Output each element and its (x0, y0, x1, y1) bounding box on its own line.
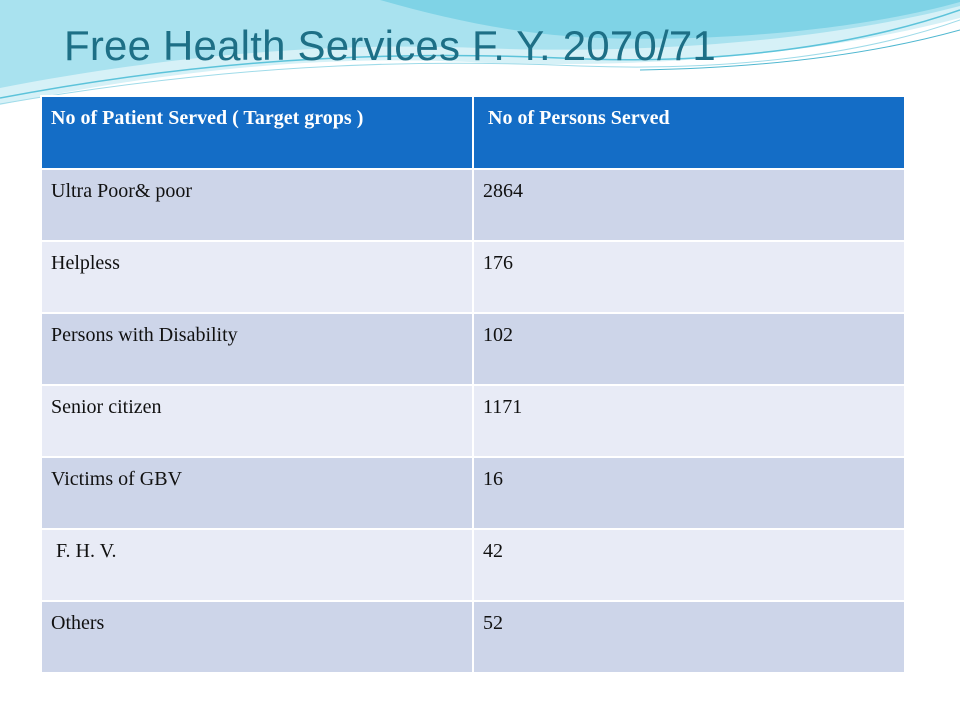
group-cell: Victims of GBV (40, 456, 474, 530)
count-cell: 176 (472, 240, 906, 314)
group-cell: Others (40, 600, 474, 674)
count-cell: 102 (472, 312, 906, 386)
count-cell: 2864 (472, 168, 906, 242)
table-row: Helpless 176 (40, 240, 906, 314)
column-header-persons-served: No of Persons Served (472, 95, 906, 170)
group-cell: Ultra Poor& poor (40, 168, 474, 242)
group-cell: Senior citizen (40, 384, 474, 458)
table-row: Senior citizen 1171 (40, 384, 906, 458)
table-row: Ultra Poor& poor 2864 (40, 168, 906, 242)
table-row: Persons with Disability 102 (40, 312, 906, 386)
count-cell: 1171 (472, 384, 906, 458)
group-cell: Helpless (40, 240, 474, 314)
group-cell: Persons with Disability (40, 312, 474, 386)
table-row: Victims of GBV 16 (40, 456, 906, 530)
table-header-row: No of Patient Served ( Target grops ) No… (40, 95, 906, 170)
services-table: No of Patient Served ( Target grops ) No… (40, 95, 906, 674)
count-cell: 52 (472, 600, 906, 674)
decorative-swoosh (0, 0, 960, 105)
group-cell: F. H. V. (40, 528, 474, 602)
count-cell: 16 (472, 456, 906, 530)
column-header-target-group: No of Patient Served ( Target grops ) (40, 95, 474, 170)
count-cell: 42 (472, 528, 906, 602)
page-title: Free Health Services F. Y. 2070/71 (64, 22, 716, 69)
table-row: F. H. V. 42 (40, 528, 906, 602)
table-row: Others 52 (40, 600, 906, 674)
